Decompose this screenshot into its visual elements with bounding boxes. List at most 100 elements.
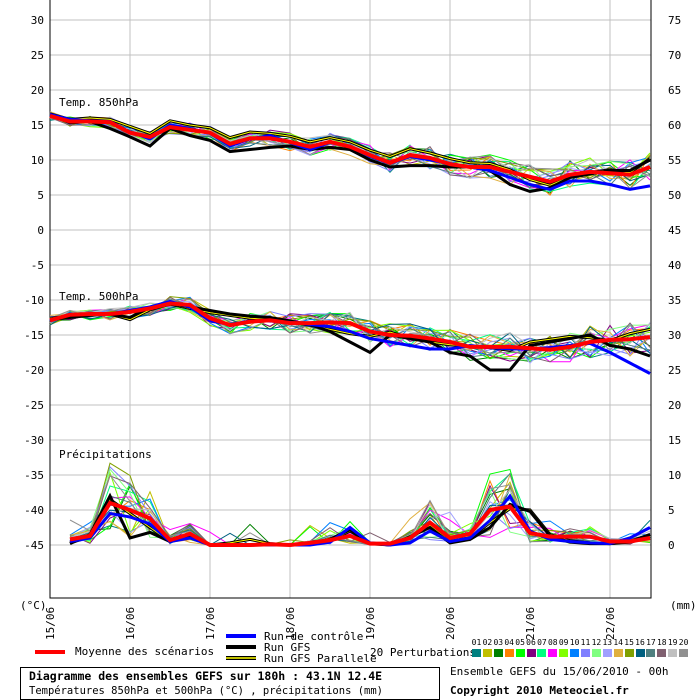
perturbation-swatch-17 [646, 649, 656, 657]
left-axis-tick-label: 15 [31, 119, 44, 132]
perturbation-id-label: 09 [558, 638, 569, 647]
perturbation-swatch-13 [602, 649, 612, 657]
x-axis-date-label: 18/06 [284, 607, 297, 640]
legend-mean-label: Moyenne des scénarios [75, 645, 215, 658]
right-axis-tick-label: 40 [668, 259, 681, 272]
perturbation-id-label: 13 [602, 638, 613, 647]
gfs-parallel-line [49, 113, 651, 186]
left-axis-tick-label: -25 [24, 399, 44, 412]
legend-gfs-parallel-label: Run GFS Parallele [264, 652, 377, 665]
right-axis-tick-label: 30 [668, 329, 681, 342]
perturbation-id-label: 15 [624, 638, 634, 647]
perturbation-id-label: 10 [569, 638, 580, 647]
perturbation-swatch-03 [493, 649, 503, 657]
right-axis-tick-label: 55 [668, 154, 681, 167]
perturbation-id-label: 17 [646, 638, 656, 647]
right-axis-tick-label: 50 [668, 189, 681, 202]
left-axis-tick-label: -5 [31, 259, 44, 272]
panel-label: Temp. 500hPa [59, 290, 138, 303]
perturbation-swatch-09 [559, 649, 569, 657]
left-axis-tick-label: 30 [31, 14, 44, 27]
right-axis-tick-label: 35 [668, 294, 681, 307]
perturbation-swatch-12 [591, 649, 601, 657]
chart-subtitle: Températures 850hPa et 500hPa (°C) , pré… [29, 685, 384, 697]
perturbation-swatch-01 [472, 649, 481, 657]
right-axis-tick-label: 15 [668, 434, 681, 447]
perturbation-swatch-05 [515, 649, 525, 657]
perturbation-swatch-06 [526, 649, 536, 657]
left-axis-tick-label: -30 [24, 434, 44, 447]
perturbation-swatch-08 [548, 649, 558, 657]
perturbation-swatch-02 [482, 649, 492, 657]
perturbation-swatch-18 [657, 649, 667, 657]
right-axis-tick-label: 25 [668, 364, 681, 377]
ensemble-mean-line [69, 500, 651, 548]
perturbation-id-label: 08 [547, 638, 558, 647]
perturbation-id-label: 11 [580, 638, 591, 647]
perturbation-swatch-11 [581, 649, 590, 657]
right-axis-unit: (mm) [670, 599, 697, 612]
left-axis-tick-label: -45 [24, 539, 44, 552]
run-info: Ensemble GEFS du 15/06/2010 - 00h [450, 665, 669, 678]
perturbation-swatch-19 [668, 649, 678, 657]
left-axis-tick-label: -10 [24, 294, 44, 307]
legend-perturbations-label: 20 Perturbations [370, 646, 476, 659]
perturbation-swatch-16 [635, 649, 645, 657]
perturbation-swatch-10 [570, 649, 580, 657]
x-axis-date-label: 16/06 [124, 607, 137, 640]
x-axis-date-label: 15/06 [44, 607, 57, 640]
perturbation-id-label: 14 [613, 638, 623, 647]
x-axis-date-label: 22/06 [604, 607, 617, 640]
perturbation-id-label: 03 [493, 638, 504, 647]
perturbation-id-label: 06 [526, 638, 536, 647]
copyright: Copyright 2010 Meteociel.fr [450, 684, 629, 697]
left-axis-tick-label: 10 [31, 154, 44, 167]
perturbation-id-label: 01 [471, 638, 482, 647]
plot-frame [49, 0, 652, 599]
perturbation-swatch-20 [679, 649, 689, 657]
perturbation-swatch-04 [504, 649, 514, 657]
right-axis-tick-label: 20 [668, 399, 681, 412]
left-axis-tick-label: 25 [31, 49, 44, 62]
ensemble-mean-line [49, 113, 651, 184]
left-axis-tick-label: -40 [24, 504, 44, 517]
ensemble-mean-line [49, 301, 651, 352]
chart-title-box: Diagramme des ensembles GEFS sur 180h : … [20, 667, 440, 700]
perturbation-id-label: 12 [591, 638, 602, 647]
x-axis-date-label: 21/06 [524, 607, 537, 640]
right-axis-tick-label: 10 [668, 469, 681, 482]
left-axis-tick-label: -35 [24, 469, 44, 482]
left-axis-tick-label: 0 [37, 224, 44, 237]
right-axis-tick-label: 75 [668, 14, 681, 27]
left-axis-tick-label: -20 [24, 364, 44, 377]
perturbation-id-label: 04 [504, 638, 514, 647]
perturbation-id-label: 05 [515, 638, 525, 647]
perturbation-id-label: 16 [635, 638, 645, 647]
perturbation-swatch-14 [613, 649, 623, 657]
right-axis-tick-label: 5 [668, 504, 675, 517]
legend-control-label: Run de contrôle [264, 630, 364, 643]
perturbation-swatch-15 [624, 649, 634, 657]
perturbation-id-label: 07 [537, 638, 547, 647]
left-axis-unit: (°C) [20, 599, 47, 612]
x-axis-date-label: 19/06 [364, 607, 377, 640]
right-axis-tick-label: 65 [668, 84, 681, 97]
perturbation-02-line [49, 116, 651, 187]
panel-label: Précipitations [59, 448, 152, 461]
left-axis-tick-label: 5 [37, 189, 44, 202]
perturbation-id-label: 02 [482, 638, 493, 647]
chart-title: Diagramme des ensembles GEFS sur 180h : … [29, 669, 383, 683]
right-axis-tick-label: 70 [668, 49, 681, 62]
perturbation-id-label: 20 [678, 638, 689, 647]
panel-label: Temp. 850hPa [59, 96, 138, 109]
perturbation-id-label: 19 [667, 638, 678, 647]
perturbation-swatch-07 [537, 649, 547, 657]
right-axis-tick-label: 0 [668, 539, 675, 552]
left-axis-tick-label: 20 [31, 84, 44, 97]
x-axis-date-label: 17/06 [204, 607, 217, 640]
x-axis-date-label: 20/06 [444, 607, 457, 640]
perturbation-id-label: 18 [656, 638, 667, 647]
left-axis-tick-label: -15 [24, 329, 44, 342]
legend-gfs-label: Run GFS [264, 641, 311, 654]
